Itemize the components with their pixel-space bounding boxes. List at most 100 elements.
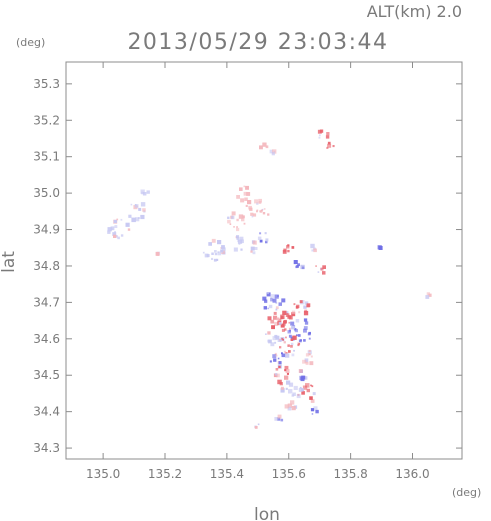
echo-pixel: [128, 214, 132, 218]
echo-pixel: [216, 258, 219, 261]
x-tick-label: 136.0: [395, 467, 429, 481]
echo-pixel: [280, 418, 284, 422]
echo-pixel: [240, 198, 245, 203]
echo-pixel: [266, 292, 271, 297]
echo-pixel: [266, 292, 269, 295]
echo-cluster: [377, 245, 383, 250]
echo-pixel: [296, 265, 299, 268]
echo-pixel: [281, 337, 284, 340]
echo-cluster: [284, 400, 298, 411]
echo-pixel: [269, 360, 272, 363]
echo-cluster: [310, 243, 317, 253]
echo-pixel: [231, 215, 235, 220]
echo-pixel: [250, 212, 254, 216]
echo-pixel: [286, 313, 289, 315]
echo-pixel: [239, 187, 243, 191]
echo-pixel: [250, 246, 255, 251]
y-tick-label: 34.5: [33, 368, 60, 382]
echo-pixel: [306, 303, 311, 307]
echo-pixel: [291, 312, 296, 317]
echo-pixel: [322, 265, 326, 269]
echo-cluster: [287, 318, 311, 345]
echo-pixel: [258, 198, 262, 203]
echo-pixel: [229, 223, 232, 225]
echo-pixel: [293, 385, 298, 390]
echo-pixel: [303, 311, 309, 316]
echo-pixel: [256, 202, 259, 205]
echo-cluster: [262, 292, 286, 311]
echo-pixel: [273, 315, 278, 320]
echo-pixel: [307, 332, 311, 336]
y-tick-label: 34.7: [33, 295, 60, 309]
echo-pixel: [120, 234, 124, 237]
echo-pixel: [252, 213, 257, 217]
echo-pixel: [256, 210, 258, 213]
echo-pixel: [214, 250, 217, 253]
tick-layer: 135.0 135.2 135.4 135.6 135.8 136.0 34.3 34.4 34…: [33, 62, 462, 481]
echo-pixel: [130, 203, 133, 206]
echo-pixel: [291, 394, 295, 397]
echo-pixel: [288, 334, 292, 338]
echo-cluster: [310, 406, 319, 415]
echo-pixel: [301, 388, 305, 392]
echo-pixel: [288, 321, 291, 324]
echo-cluster: [267, 310, 293, 332]
echo-pixel: [221, 245, 225, 249]
echo-pixel: [301, 375, 306, 380]
echo-pixel: [301, 266, 305, 270]
echo-pixel: [278, 365, 281, 369]
echo-pixel: [276, 417, 281, 421]
echo-pixel: [296, 394, 301, 399]
echo-pixel: [254, 247, 258, 250]
echo-pixel: [257, 423, 260, 426]
altitude-label: ALT(km) 2.0: [367, 2, 462, 21]
echo-pixel: [236, 227, 240, 232]
echo-pixel: [274, 373, 278, 376]
echo-pixel: [311, 385, 314, 388]
echo-pixel: [284, 311, 289, 315]
echo-pixel: [327, 143, 332, 148]
echo-pixel: [227, 216, 230, 219]
echo-pixel: [267, 331, 271, 335]
echo-pixel: [278, 302, 282, 306]
echo-pixel: [310, 399, 315, 403]
echo-pixel: [274, 417, 279, 421]
echo-pixel: [278, 361, 282, 365]
echo-pixel: [272, 354, 277, 359]
echo-pixel: [268, 339, 272, 344]
echo-cluster: [236, 185, 251, 203]
echo-pixel: [327, 141, 331, 145]
echo-pixel: [281, 298, 286, 303]
echo-cluster: [254, 423, 260, 429]
echo-cluster: [227, 211, 246, 232]
echo-pixel: [262, 142, 267, 147]
echo-pixel: [284, 375, 289, 380]
echo-pixel: [233, 247, 238, 252]
y-tick-label: 34.8: [33, 259, 60, 273]
echo-pixel: [252, 251, 256, 255]
echo-pixel: [286, 245, 290, 249]
echo-pixel: [271, 152, 275, 156]
echo-pixel: [296, 334, 298, 337]
echo-cluster: [317, 129, 330, 139]
x-tick-label: 135.0: [86, 467, 120, 481]
y-tick-label: 35.2: [33, 113, 60, 127]
echo-cluster: [274, 414, 284, 422]
echo-pixel: [264, 299, 268, 303]
echo-pixel: [285, 369, 290, 373]
echo-pixel: [114, 225, 118, 228]
echo-pixel: [302, 359, 306, 364]
echo-pixel: [277, 318, 282, 323]
echo-cluster: [425, 292, 432, 299]
echo-pixel: [141, 191, 144, 195]
echo-pixel: [283, 341, 286, 344]
echo-pixel: [254, 426, 258, 429]
echo-pixel: [305, 383, 310, 388]
echo-pixel: [237, 240, 240, 242]
echo-pixel: [272, 298, 277, 303]
echo-pixel: [240, 239, 244, 244]
echo-pixel: [211, 238, 216, 243]
echo-pixel: [245, 186, 248, 189]
echo-cluster: [269, 149, 277, 156]
